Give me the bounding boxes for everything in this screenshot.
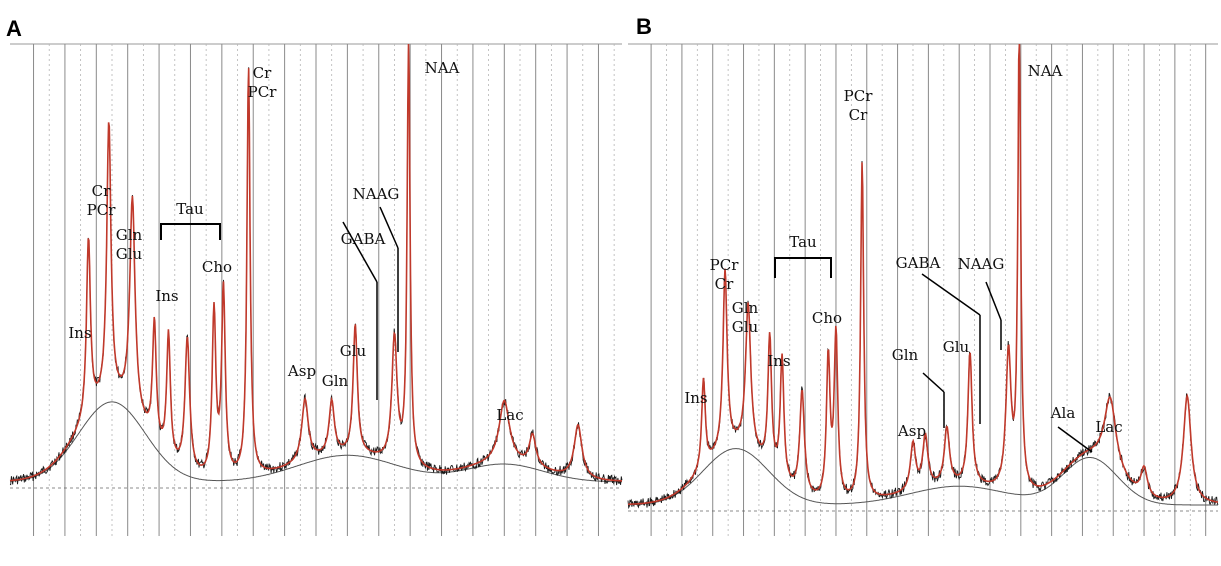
- peak-label: Glu: [340, 342, 367, 360]
- peak-label-line: Lac: [496, 406, 523, 424]
- peak-label: Gln: [322, 372, 349, 390]
- peak-label-line: Gln: [732, 299, 759, 317]
- peak-label-line: PCr: [87, 201, 117, 219]
- peak-label: Lac: [496, 406, 523, 424]
- peak-label: PCr Cr: [844, 87, 874, 124]
- peak-label: GABA: [896, 254, 941, 272]
- peak-label: NAAG: [353, 185, 400, 203]
- ala-pointer-line: [1057, 426, 1093, 453]
- gaba-pointer-line: [342, 221, 378, 283]
- gln-pointer-line: [922, 372, 945, 393]
- baseline-curve: [627, 448, 1218, 506]
- peak-label-line: Tau: [789, 233, 817, 251]
- naag-pointer-line: [985, 281, 1002, 321]
- peak-label-line: Lac: [1095, 418, 1122, 436]
- fitted-spectrum-line: [628, 43, 1219, 506]
- peak-label: PCr Cr: [710, 256, 740, 293]
- peak-label-line: PCr: [248, 83, 278, 101]
- peak-label-line: NAA: [425, 59, 460, 77]
- peak-label: Ins: [155, 287, 178, 305]
- peak-label-line: Cho: [812, 309, 842, 327]
- peak-label: Asp: [287, 362, 316, 380]
- peak-label: Ins: [767, 352, 790, 370]
- peak-label: Asp: [897, 422, 926, 440]
- peak-label: Cr PCr: [87, 182, 117, 219]
- peak-label-line: Cr: [715, 275, 734, 293]
- peak-label-line: Glu: [732, 318, 759, 336]
- peak-label: Ins: [68, 324, 91, 342]
- peak-label-line: PCr: [844, 87, 874, 105]
- tau-bracket: [160, 223, 221, 240]
- baseline-curve: [9, 401, 622, 483]
- peak-label-line: Asp: [897, 422, 926, 440]
- peak-label: Tau: [176, 200, 204, 218]
- peak-label-line: PCr: [710, 256, 740, 274]
- peak-label-line: GABA: [896, 254, 941, 272]
- peak-label: Ins: [684, 389, 707, 407]
- peak-label-line: Gln: [892, 346, 919, 364]
- peak-label: GABA: [341, 230, 386, 248]
- peak-label: NAA: [1028, 62, 1063, 80]
- peak-label-line: Cr: [92, 182, 111, 200]
- peak-label-line: NAA: [1028, 62, 1063, 80]
- peak-label-line: Ins: [155, 287, 178, 305]
- peak-label-line: GABA: [341, 230, 386, 248]
- peak-label-line: Ins: [767, 352, 790, 370]
- peak-label: Cho: [812, 309, 842, 327]
- peak-label-line: Cr: [849, 106, 868, 124]
- peak-label: Ala: [1050, 404, 1076, 422]
- peak-label: NAAG: [958, 255, 1005, 273]
- gaba-pointer-line: [921, 273, 981, 316]
- peak-label: Cr PCr: [248, 64, 278, 101]
- peak-label-line: Gln: [116, 226, 143, 244]
- peak-label-line: Gln: [322, 372, 349, 390]
- peak-label-line: NAAG: [353, 185, 400, 203]
- peak-label-line: Asp: [287, 362, 316, 380]
- peak-label: Cho: [202, 258, 232, 276]
- peak-label-line: Cr: [253, 64, 272, 82]
- peak-label-line: Glu: [116, 245, 143, 263]
- peak-label: Tau: [789, 233, 817, 251]
- peak-label: NAA: [425, 59, 460, 77]
- peak-label-line: Ala: [1050, 404, 1076, 422]
- peak-label: Glu: [943, 338, 970, 356]
- peak-label: Gln: [892, 346, 919, 364]
- peak-label-line: Glu: [340, 342, 367, 360]
- peak-label-line: NAAG: [958, 255, 1005, 273]
- naag-pointer-line: [379, 206, 399, 249]
- peak-label-line: Tau: [176, 200, 204, 218]
- tau-bracket: [774, 257, 832, 278]
- panel-a-letter: A: [6, 16, 22, 41]
- peak-label-line: Ins: [684, 389, 707, 407]
- peak-label: Gln Glu: [116, 226, 143, 263]
- panel-b-letter: B: [636, 14, 652, 39]
- peak-label: Lac: [1095, 418, 1122, 436]
- peak-label-line: Glu: [943, 338, 970, 356]
- peak-label-line: Cho: [202, 258, 232, 276]
- fitted-spectrum-line: [9, 43, 622, 482]
- peak-label: Gln Glu: [732, 299, 759, 336]
- peak-label-line: Ins: [68, 324, 91, 342]
